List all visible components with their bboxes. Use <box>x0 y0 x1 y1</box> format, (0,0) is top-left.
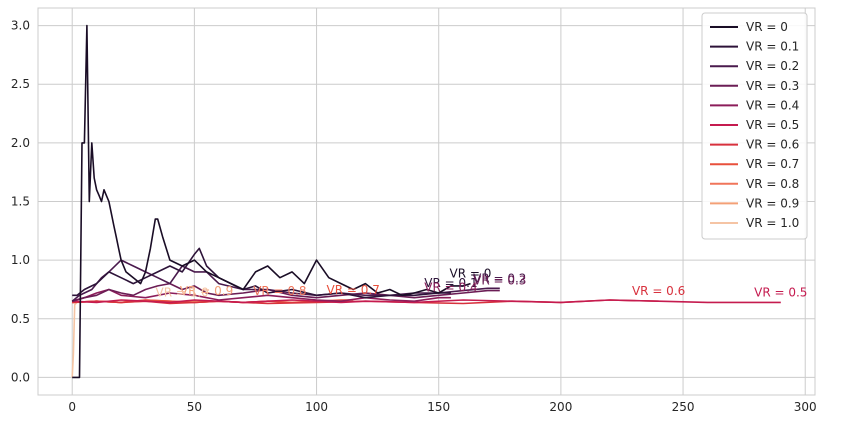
legend-entry: VR = 0.7 <box>746 157 799 171</box>
series-line <box>72 24 471 379</box>
series-end-label: VR = 0.9 <box>180 284 233 298</box>
legend-entry: VR = 0.1 <box>746 40 799 54</box>
series-line <box>72 247 451 299</box>
legend-entry: VR = 0.3 <box>746 79 799 93</box>
plot-frame <box>37 7 816 396</box>
legend-entry: VR = 1.0 <box>746 216 799 230</box>
y-tick-label: 2.5 <box>11 77 30 91</box>
x-axis: 0 50 100 150 200 250 300 <box>68 400 816 414</box>
legend-entry: VR = 0 <box>746 20 788 34</box>
legend-entry: VR = 0.4 <box>746 98 799 112</box>
series-lines <box>71 24 781 379</box>
x-tick-label: 200 <box>549 400 572 414</box>
series-end-label: VR = 0.3 <box>473 274 526 288</box>
series-end-label: VR = 0.5 <box>754 285 807 299</box>
legend-entry: VR = 0.9 <box>746 196 799 210</box>
x-tick-label: 150 <box>427 400 450 414</box>
series-line <box>72 299 781 304</box>
x-tick-label: 300 <box>794 400 817 414</box>
legend-entry: VR = 0.8 <box>746 177 799 191</box>
series-end-label: VR = 0.7 <box>327 283 380 297</box>
series-line <box>71 282 500 302</box>
series-end-label: VR = 0.4 <box>424 281 477 295</box>
series-end-label: VR = 0 <box>450 267 492 281</box>
series-end-label: VR = 0.8 <box>253 284 306 298</box>
legend: VR = 0 VR = 0.1 VR = 0.2 VR = 0.3 VR = 0.4 VR… <box>701 12 808 240</box>
y-tick-label: 0.0 <box>11 370 30 384</box>
x-tick-label: 250 <box>672 400 695 414</box>
series-end-label: VR = 0.6 <box>632 284 685 298</box>
grid-lines <box>38 8 815 395</box>
legend-entry: VR = 0.6 <box>746 138 799 152</box>
legend-entry: VR = 0.5 <box>746 118 799 132</box>
x-tick-label: 100 <box>305 400 328 414</box>
y-tick-label: 1.0 <box>11 253 30 267</box>
y-axis: 0.0 0.5 1.0 1.5 2.0 2.5 3.0 <box>11 19 30 385</box>
y-tick-label: 3.0 <box>11 19 30 33</box>
y-tick-label: 2.0 <box>11 136 30 150</box>
y-tick-label: 1.5 <box>11 195 30 209</box>
y-tick-label: 0.5 <box>11 312 30 326</box>
legend-entry: VR = 0.2 <box>746 59 799 73</box>
x-tick-label: 0 <box>68 400 76 414</box>
series-end-label: VR = 0.1 <box>424 276 477 290</box>
legend-box <box>701 12 808 240</box>
series-end-label: VR = 1.0 <box>155 285 208 299</box>
x-tick-label: 50 <box>187 400 202 414</box>
end-labels: VR = 0VR = 0.1VR = 0.2VR = 0.3VR = 0.4 VR… <box>155 267 807 300</box>
series-end-label: VR = 0.2 <box>473 271 526 285</box>
